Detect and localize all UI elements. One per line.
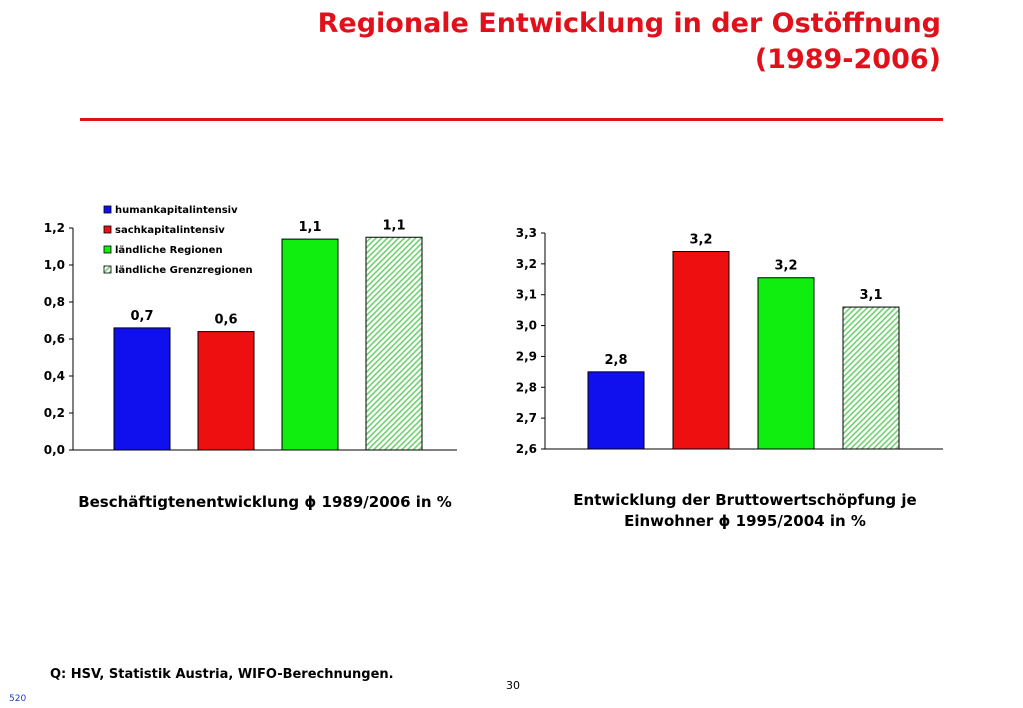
legend: humankapitalintensiv sachkapitalintensiv l… (103, 205, 253, 276)
data-label: 2,8 (604, 353, 627, 368)
legend-swatch (103, 205, 112, 214)
y-tick-label: 3,3 (516, 226, 537, 240)
data-label: 3,2 (689, 233, 712, 248)
data-label: 0,6 (214, 313, 237, 328)
chart2-caption: Entwicklung der Bruttowertschöpfung je E… (545, 490, 945, 532)
title-line-1: Regionale Entwicklung in der Ostöffnung (317, 8, 941, 39)
y-tick-label: 2,8 (516, 380, 537, 394)
y-tick-label: 3,2 (516, 257, 537, 271)
y-tick-label: 0,4 (44, 369, 65, 383)
y-tick-label: 3,1 (516, 288, 537, 302)
chart2-caption-line-2: Einwohner ϕ 1995/2004 in % (624, 512, 866, 530)
legend-label: humankapitalintensiv (115, 205, 238, 216)
legend-swatch (103, 265, 112, 274)
legend-label: sachkapitalintensiv (115, 225, 225, 236)
y-tick-label: 2,7 (516, 411, 537, 425)
y-tick-label: 2,9 (516, 349, 537, 363)
y-tick-label: 0,6 (44, 332, 65, 346)
bar-4 (842, 306, 900, 450)
data-label: 3,1 (859, 288, 882, 303)
legend-label: ländliche Regionen (115, 245, 223, 256)
y-tick-label: 1,0 (44, 258, 65, 272)
legend-swatch (103, 245, 112, 254)
bar-4 (365, 236, 423, 451)
chart1-caption: Beschäftigtenentwicklung ϕ 1989/2006 in … (78, 493, 452, 511)
bar-1 (587, 371, 645, 450)
page-number: 30 (506, 679, 520, 692)
bar-3 (281, 238, 339, 451)
employment-bar-chart: 0,0 0,2 0,4 0,6 0,8 1,0 1,2 0,7 0,6 1,1 1,1 humanka… (44, 205, 457, 457)
bar-2 (672, 251, 730, 450)
legend-label: ländliche Grenzregionen (115, 265, 253, 276)
slide-title: Regionale Entwicklung in der Ostöffnung … (318, 6, 941, 78)
data-label: 1,1 (298, 220, 321, 235)
title-underline (80, 118, 943, 121)
source-note: Q: HSV, Statistik Austria, WIFO-Berechnu… (50, 667, 394, 682)
y-tick-label: 2,6 (516, 442, 537, 456)
value-added-bar-chart: 2,6 2,7 2,8 2,9 3,0 3,1 3,2 3,3 2,8 3,2 3,2 3,1 (516, 226, 943, 456)
y-tick-label: 1,2 (44, 221, 65, 235)
y-tick-label: 0,8 (44, 295, 65, 309)
data-label: 0,7 (130, 309, 153, 324)
chart2-caption-line-1: Entwicklung der Bruttowertschöpfung je (573, 491, 917, 509)
bar-2 (197, 331, 255, 451)
bar-3 (757, 277, 815, 450)
y-tick-label: 3,0 (516, 319, 537, 333)
bar-1 (113, 327, 171, 451)
slide-id: 520 (9, 694, 27, 704)
y-tick-label: 0,0 (44, 443, 65, 457)
data-label: 3,2 (774, 259, 797, 274)
legend-swatch (103, 225, 112, 234)
y-tick-label: 0,2 (44, 406, 65, 420)
data-label: 1,1 (382, 218, 405, 233)
title-line-2: (1989-2006) (754, 44, 941, 75)
